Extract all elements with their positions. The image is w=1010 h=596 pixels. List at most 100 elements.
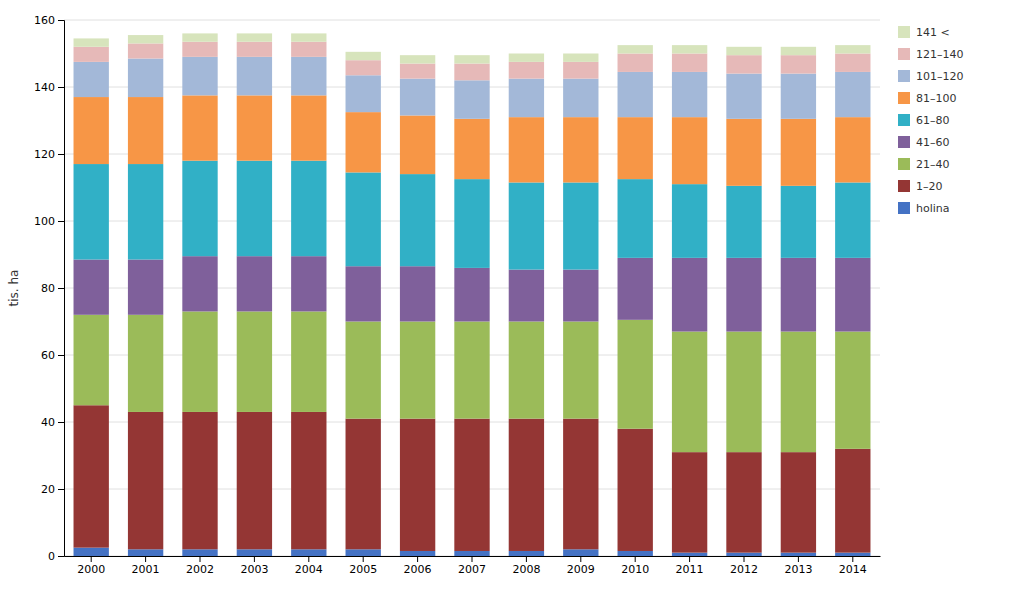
legend-label: 121–140 (916, 48, 964, 61)
x-tick-mark (526, 556, 527, 562)
legend-label: 1–20 (916, 180, 943, 193)
bar (835, 117, 870, 182)
bar (726, 119, 761, 186)
bar (128, 315, 163, 412)
bar (781, 74, 816, 119)
bar (237, 256, 272, 311)
bar (74, 97, 109, 164)
x-tick-label: 2001 (132, 563, 160, 576)
bar (726, 47, 761, 55)
bar (454, 551, 489, 556)
x-tick-label: 2012 (730, 563, 758, 576)
bar (128, 549, 163, 556)
y-tick-mark (58, 422, 64, 423)
y-tick-label: 60 (41, 349, 55, 362)
bar (400, 551, 435, 556)
bar (291, 311, 326, 412)
bar (400, 115, 435, 174)
y-tick: 20 (41, 483, 64, 496)
legend-swatch (898, 180, 910, 192)
legend-swatch (898, 158, 910, 170)
y-tick: 80 (41, 282, 64, 295)
bar (454, 322, 489, 419)
y-tick-label: 80 (41, 282, 55, 295)
bar (291, 412, 326, 549)
y-tick-mark (58, 87, 64, 88)
bar (400, 419, 435, 551)
y-tick: 60 (41, 349, 64, 362)
y-tick: 160 (34, 14, 64, 27)
bar (291, 256, 326, 311)
bar (726, 258, 761, 332)
bar (182, 256, 217, 311)
bar (781, 258, 816, 332)
x-tick: 2008 (512, 556, 540, 576)
y-tick-mark (58, 20, 64, 21)
bar (509, 182, 544, 269)
x-tick-mark (744, 556, 745, 562)
bar (237, 95, 272, 160)
x-tick-mark (852, 556, 853, 562)
bars (74, 33, 871, 556)
bar (346, 172, 381, 266)
x-tick-label: 2011 (676, 563, 704, 576)
bar (672, 54, 707, 72)
bar (726, 553, 761, 556)
bar-series (74, 33, 871, 63)
bar (182, 161, 217, 256)
bar (618, 117, 653, 179)
bar (74, 548, 109, 556)
bar (128, 260, 163, 315)
bar (672, 184, 707, 258)
x-tick: 2013 (784, 556, 812, 576)
bar (74, 260, 109, 315)
x-tick-mark (472, 556, 473, 562)
bar (509, 270, 544, 322)
bar (454, 119, 489, 179)
bar (128, 43, 163, 58)
bar (400, 55, 435, 63)
bar (182, 42, 217, 57)
legend-swatch (898, 202, 910, 214)
bar (563, 117, 598, 182)
legend-item: 41–60 (898, 136, 950, 149)
bar (781, 332, 816, 453)
y-tick-mark (58, 288, 64, 289)
bar (835, 45, 870, 53)
bar (781, 55, 816, 73)
bar (237, 161, 272, 256)
bar (618, 179, 653, 258)
bar (454, 419, 489, 551)
x-tick-mark (91, 556, 92, 562)
bar (672, 117, 707, 184)
bar (128, 59, 163, 98)
y-tick-mark (58, 154, 64, 155)
bar-series (74, 311, 871, 452)
bar (454, 64, 489, 81)
bar (618, 320, 653, 429)
bar (726, 452, 761, 553)
bar (182, 412, 217, 549)
bar (563, 79, 598, 118)
y-tick-label: 120 (34, 148, 55, 161)
bar (618, 72, 653, 117)
bar (182, 549, 217, 556)
bar (781, 452, 816, 553)
bar (237, 311, 272, 412)
x-tick: 2001 (132, 556, 160, 576)
x-tick-label: 2000 (77, 563, 105, 576)
bar (454, 55, 489, 63)
bar-series (74, 42, 871, 81)
legend-label: holina (916, 202, 950, 215)
bar (74, 164, 109, 259)
legend: 141 <121–140101–12081–10061–8041–6021–40… (898, 26, 964, 215)
bar (509, 117, 544, 182)
y-tick-label: 20 (41, 483, 55, 496)
bar (509, 419, 544, 551)
bar (74, 47, 109, 62)
bar (182, 95, 217, 160)
legend-label: 81–100 (916, 92, 957, 105)
legend-swatch (898, 70, 910, 82)
bar (400, 174, 435, 266)
x-axis: 2000200120022003200420052006200720082009… (65, 556, 881, 576)
